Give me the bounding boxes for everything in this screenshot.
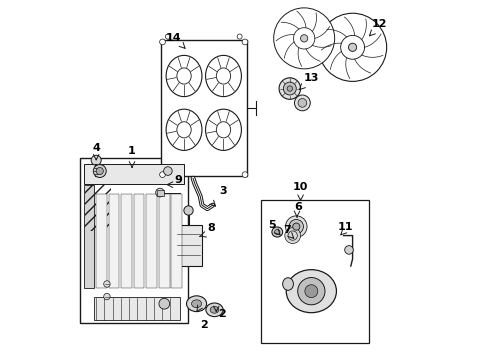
Bar [134,194,145,288]
Circle shape [286,216,307,237]
Bar [159,194,170,288]
Circle shape [298,99,307,107]
Circle shape [184,206,193,215]
Text: 12: 12 [372,19,387,29]
Circle shape [160,39,166,45]
Bar [80,158,188,323]
Circle shape [344,246,353,254]
Bar [85,185,111,231]
Ellipse shape [286,270,337,313]
Circle shape [298,278,325,305]
Bar [122,194,132,288]
Ellipse shape [177,68,191,84]
Bar [84,185,95,288]
Circle shape [305,285,318,298]
Text: 8: 8 [207,224,215,233]
Circle shape [242,39,248,45]
Circle shape [289,220,303,234]
Circle shape [104,293,110,300]
Circle shape [96,167,103,175]
Ellipse shape [166,109,202,150]
Bar [172,194,182,288]
Circle shape [274,8,335,69]
Circle shape [294,28,315,49]
Ellipse shape [283,278,294,290]
Circle shape [166,34,171,39]
Circle shape [91,155,101,165]
Ellipse shape [210,306,219,313]
Bar [84,164,184,184]
Bar [161,40,247,176]
Ellipse shape [205,55,242,96]
Circle shape [237,34,242,39]
Circle shape [285,228,300,243]
Text: 1: 1 [128,146,136,156]
Ellipse shape [187,296,207,312]
Circle shape [104,281,110,287]
Text: 3: 3 [220,186,227,196]
Circle shape [93,165,106,177]
Bar [96,194,107,288]
Text: 10: 10 [293,182,308,192]
Text: 6: 6 [294,202,302,212]
Bar [175,225,202,266]
Text: 5: 5 [268,220,276,230]
Circle shape [341,35,365,59]
Ellipse shape [216,68,231,84]
Circle shape [156,188,164,197]
Text: 7: 7 [283,225,291,235]
Bar [95,297,180,320]
Circle shape [288,231,297,240]
Text: 4: 4 [92,143,100,153]
Ellipse shape [205,109,242,150]
Text: 2: 2 [200,320,208,330]
Bar [147,194,157,288]
Circle shape [242,172,248,177]
Circle shape [159,298,170,309]
Text: 2: 2 [218,310,225,319]
Ellipse shape [166,55,202,96]
Circle shape [164,167,172,175]
Circle shape [283,82,296,95]
Circle shape [293,223,300,230]
Text: 9: 9 [175,175,183,185]
Circle shape [348,43,357,51]
Ellipse shape [177,122,191,138]
Ellipse shape [272,227,283,237]
Ellipse shape [206,303,223,317]
Circle shape [294,95,310,111]
Bar [261,200,368,343]
Bar [157,189,164,195]
Circle shape [160,172,166,177]
Circle shape [287,86,293,91]
Circle shape [318,13,387,81]
Ellipse shape [216,122,231,138]
Text: 11: 11 [338,222,353,231]
Text: 13: 13 [304,73,319,83]
Bar [109,194,120,288]
Ellipse shape [192,300,201,308]
Circle shape [279,78,300,99]
Text: 14: 14 [166,33,181,43]
Circle shape [300,35,308,42]
Ellipse shape [274,229,280,234]
